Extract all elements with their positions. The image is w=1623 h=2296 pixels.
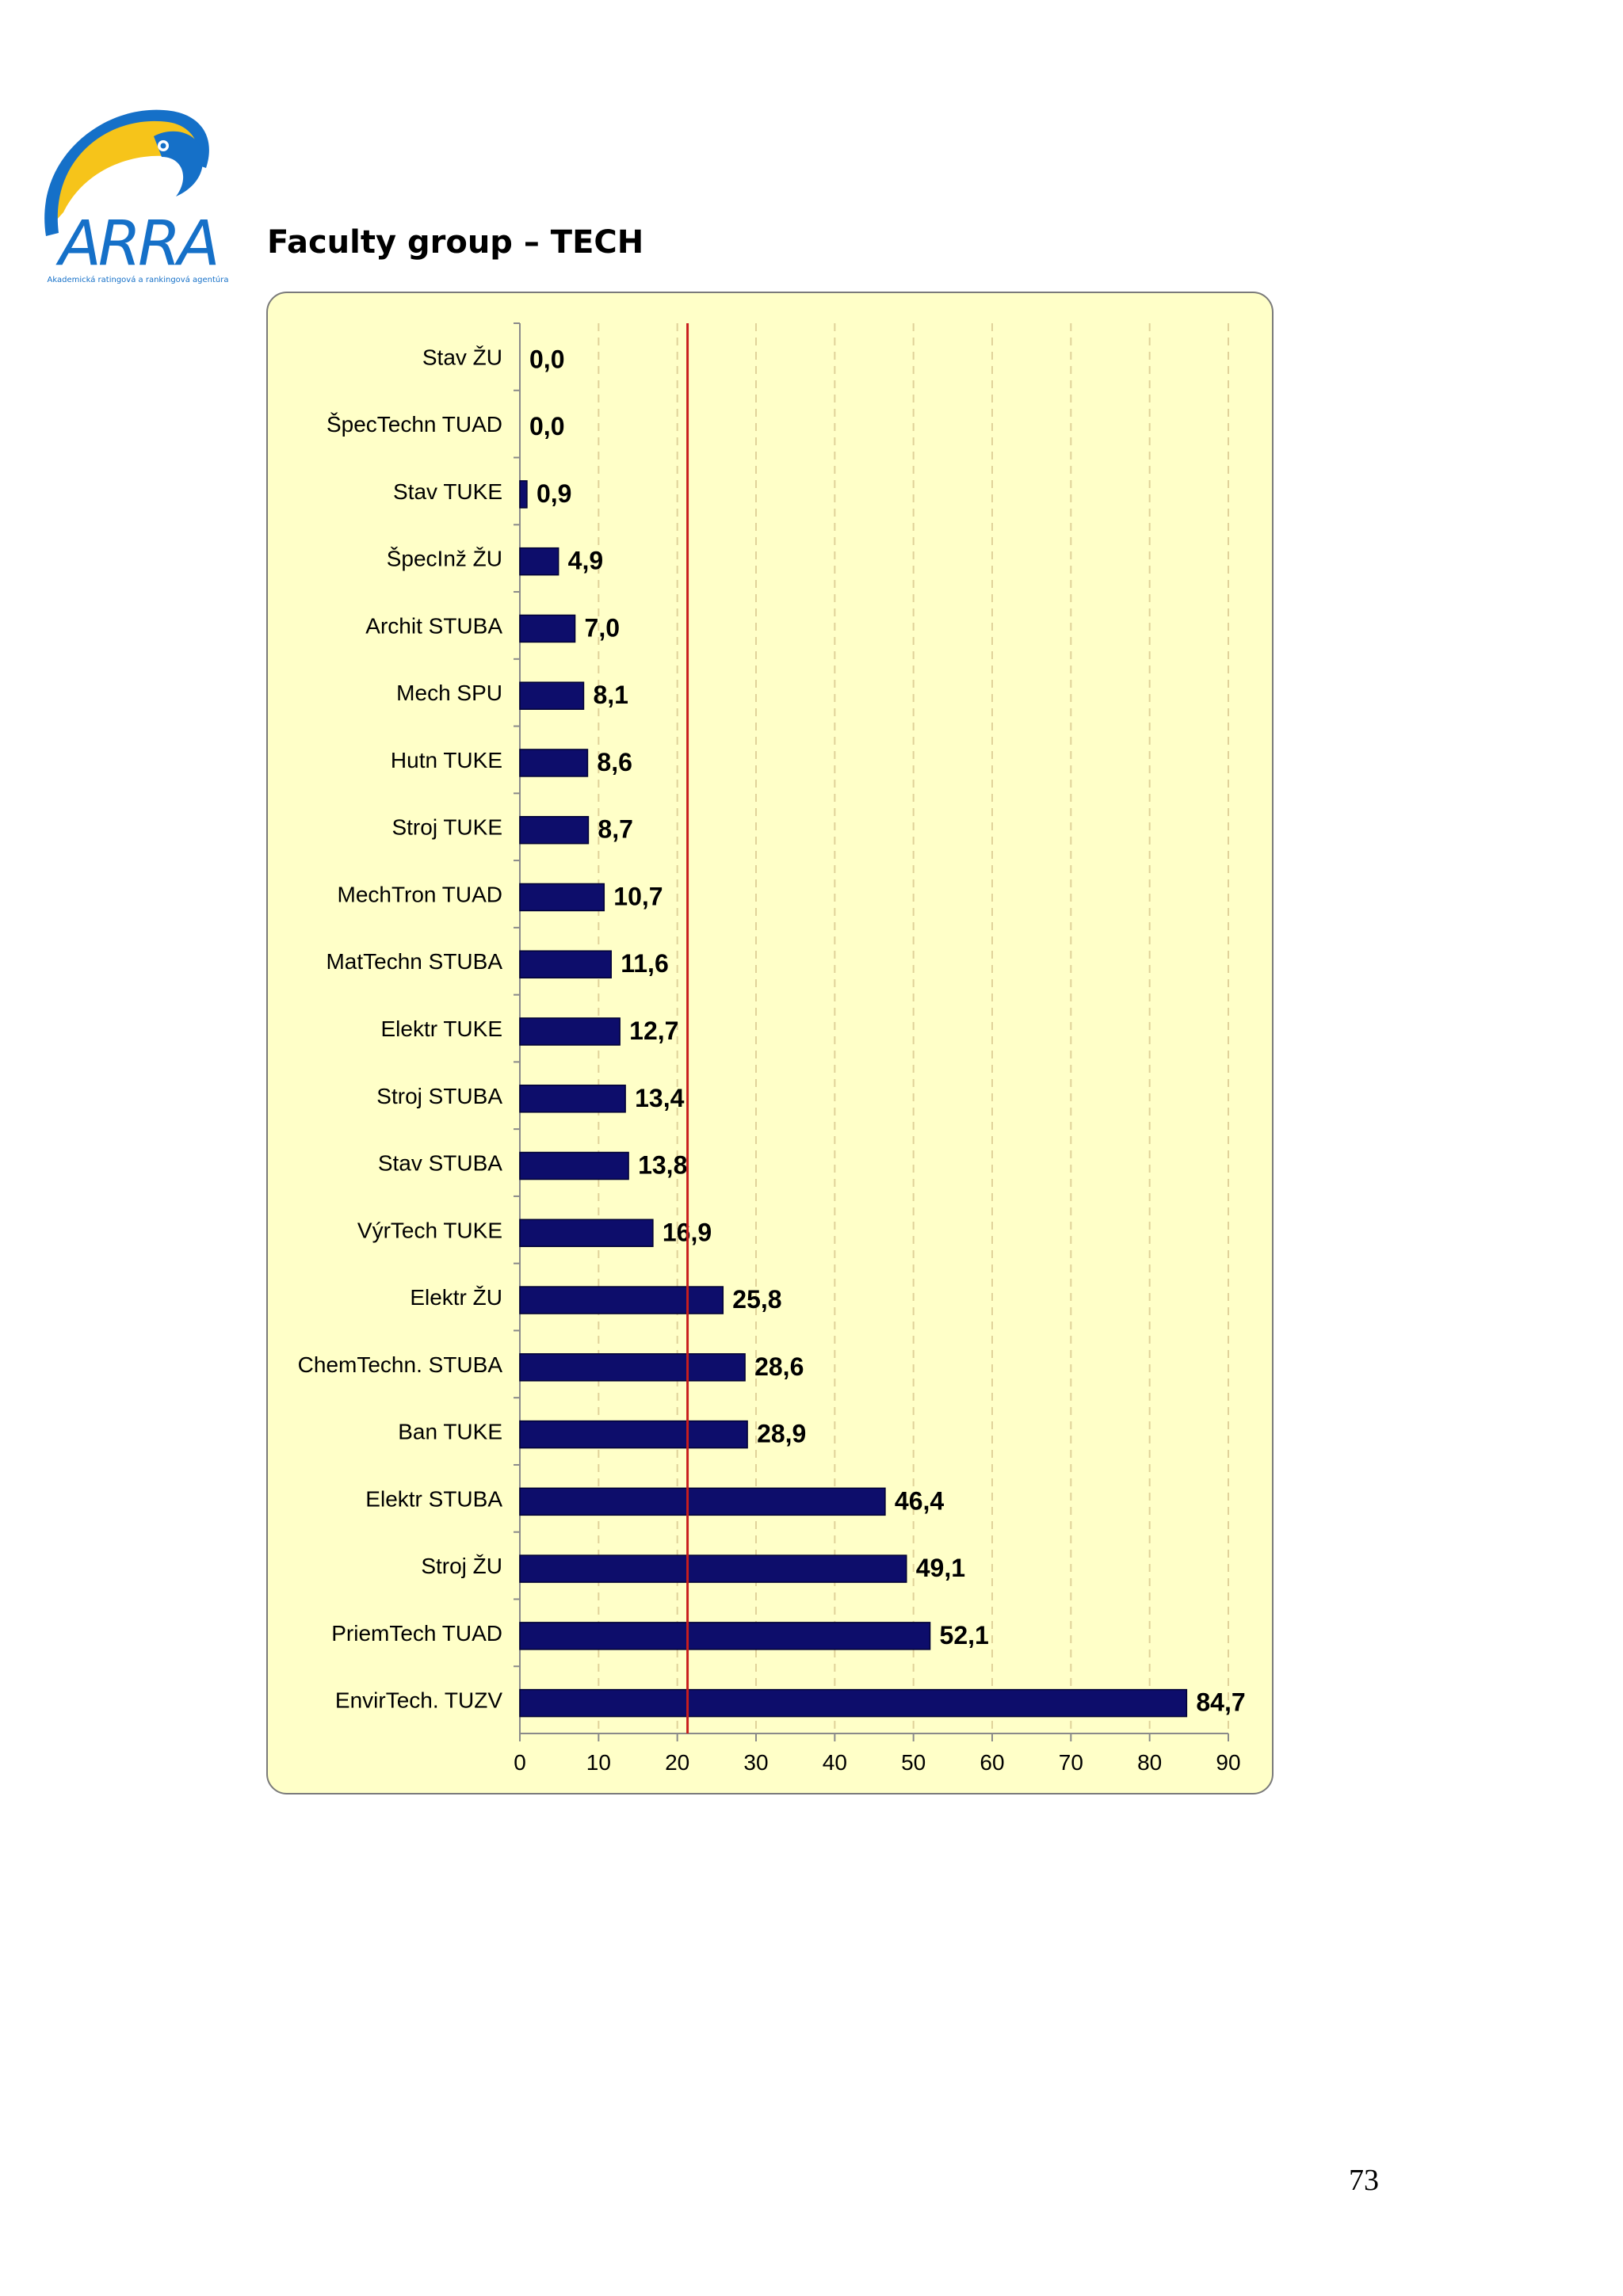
category-label-0: Stav ŽU: [422, 345, 502, 369]
category-label-7: Stroj TUKE: [391, 815, 502, 840]
category-label-17: Elektr STUBA: [365, 1486, 502, 1511]
category-label-15: ChemTechn. STUBA: [298, 1352, 503, 1377]
bar-4: [519, 614, 576, 643]
value-label-10: 12,7: [629, 1016, 678, 1045]
category-label-14: Elektr ŽU: [410, 1285, 502, 1310]
bar-5: [519, 681, 585, 710]
category-label-5: Mech SPU: [396, 681, 502, 705]
bar-16: [519, 1420, 748, 1449]
chart-frame: 0 10 20 30 40 50 60 70 80 90 Stav ŽU 0,0 ŠpecTechn T…: [266, 292, 1274, 1794]
value-label-1: 0,0: [529, 412, 564, 441]
bar-13: [519, 1219, 654, 1248]
value-label-19: 52,1: [940, 1621, 989, 1650]
value-label-8: 10,7: [613, 882, 663, 910]
x-tick-label-8: 80: [1137, 1750, 1162, 1775]
arra-logo: ARRA Akademická ratingová a rankingová a…: [44, 109, 229, 284]
category-label-8: MechTron TUAD: [338, 882, 503, 906]
bar-chart: 0 10 20 30 40 50 60 70 80 90 Stav ŽU 0,0 ŠpecTechn T…: [298, 322, 1246, 1775]
logo-subtitle: Akademická ratingová a rankingová agentú…: [48, 275, 229, 284]
x-tick-label-7: 70: [1059, 1750, 1083, 1775]
logo-wordmark: ARRA: [55, 208, 216, 280]
value-label-9: 11,6: [621, 949, 669, 978]
category-label-6: Hutn TUKE: [391, 748, 502, 772]
bar-15: [519, 1353, 746, 1382]
value-label-7: 8,7: [598, 815, 632, 844]
category-label-10: Elektr TUKE: [380, 1016, 502, 1041]
value-label-15: 28,6: [754, 1352, 804, 1381]
x-tick-label-1: 10: [586, 1750, 611, 1775]
value-label-17: 46,4: [895, 1486, 944, 1515]
bar-19: [519, 1622, 931, 1650]
bar-18: [519, 1554, 907, 1583]
bar-17: [519, 1487, 886, 1516]
bar-12: [519, 1151, 629, 1180]
bar-7: [519, 815, 590, 845]
x-tick-label-3: 30: [743, 1750, 768, 1775]
value-label-16: 28,9: [757, 1420, 806, 1448]
category-label-16: Ban TUKE: [398, 1420, 502, 1444]
value-label-0: 0,0: [529, 345, 564, 373]
category-label-18: Stroj ŽU: [421, 1554, 502, 1578]
value-label-12: 13,8: [638, 1151, 687, 1180]
category-label-12: Stav STUBA: [378, 1151, 502, 1176]
logo-blue-arc-icon: [44, 109, 209, 236]
value-label-20: 84,7: [1196, 1688, 1245, 1717]
bar-3: [519, 547, 559, 576]
category-label-1: ŠpecTechn TUAD: [327, 412, 502, 437]
bar-8: [519, 883, 605, 912]
page-title: Faculty group – TECH: [267, 224, 644, 261]
x-tick-label-0: 0: [514, 1750, 526, 1775]
x-tick-label-6: 60: [980, 1750, 1004, 1775]
bar-2: [519, 480, 528, 509]
value-label-11: 13,4: [635, 1084, 684, 1112]
value-label-3: 4,9: [568, 547, 603, 575]
category-label-11: Stroj STUBA: [376, 1084, 502, 1108]
value-label-14: 25,8: [732, 1285, 781, 1314]
x-tick-label-9: 90: [1216, 1750, 1240, 1775]
category-label-3: ŠpecInž ŽU: [387, 547, 502, 571]
category-label-13: VýrTech TUKE: [357, 1218, 502, 1242]
category-label-4: Archit STUBA: [365, 613, 502, 638]
category-label-9: MatTechn STUBA: [326, 949, 502, 974]
x-tick-label-5: 50: [901, 1750, 926, 1775]
bar-20: [519, 1688, 1188, 1718]
category-label-2: Stav TUKE: [393, 479, 502, 504]
bar-10: [519, 1017, 621, 1046]
bar-11: [519, 1085, 626, 1113]
category-label-19: PriemTech TUAD: [331, 1621, 502, 1646]
x-tick-label-2: 20: [665, 1750, 689, 1775]
category-label-20: EnvirTech. TUZV: [335, 1688, 502, 1713]
value-label-18: 49,1: [916, 1554, 965, 1582]
bar-9: [519, 950, 612, 978]
x-tick-label-4: 40: [823, 1750, 847, 1775]
bar-6: [519, 749, 589, 777]
bar-14: [519, 1286, 724, 1314]
value-label-6: 8,6: [597, 748, 632, 776]
value-label-4: 7,0: [585, 613, 620, 642]
value-label-5: 8,1: [593, 681, 628, 709]
value-label-2: 0,9: [537, 479, 571, 508]
page-number: 73: [1349, 2164, 1379, 2197]
